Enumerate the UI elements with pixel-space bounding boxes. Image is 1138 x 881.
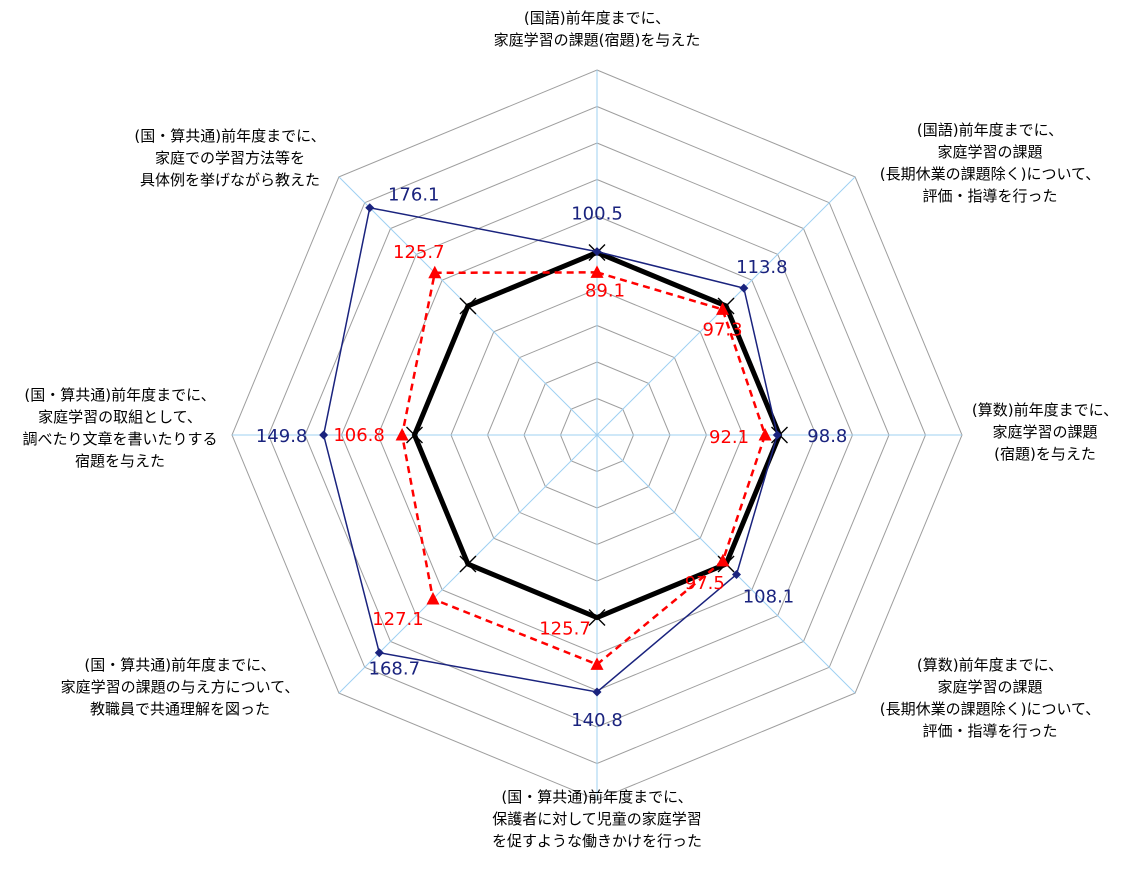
category-label-0: (国語)前年度までに、家庭学習の課題(宿題)を与えた [494, 9, 701, 49]
category-label-1-line-3: 評価・指導を行った [922, 187, 1057, 205]
value-label-s2-6: 106.8 [333, 425, 385, 446]
series-1-point-4 [592, 687, 602, 697]
series-2-point-2 [758, 428, 772, 441]
category-label-7: (国・算共通)前年度までに、家庭での学習方法等を具体例を挙げながら教えた [134, 127, 325, 189]
category-label-7-line-2: 具体例を挙げながら教えた [140, 171, 320, 189]
value-label-s1-3: 108.1 [743, 586, 795, 607]
series-1-point-2 [772, 430, 782, 440]
series-0-point-7 [459, 297, 477, 315]
category-label-5: (国・算共通)前年度までに、家庭学習の課題の与え方について、教職員で共通理解を図… [61, 656, 300, 718]
series-1 [319, 203, 782, 697]
value-label-s1-7: 176.1 [388, 185, 440, 206]
chart-value-labels: 100.5 113.8 98.8 108.1 140.8 168.7 149.8 176.1 8… [256, 185, 848, 731]
category-label-4: (国・算共通)前年度までに、保護者に対して児童の家庭学習を促すような働きかけを行… [492, 788, 702, 850]
category-label-5-line-0: (国・算共通)前年度までに、 [84, 656, 275, 674]
chart-series [319, 203, 788, 697]
series-2-point-3 [716, 553, 730, 567]
value-label-s2-3: 97.5 [685, 573, 725, 594]
value-label-s2-1: 97.3 [703, 319, 743, 340]
category-label-1-line-2: (長期休業の課題除く)について、 [880, 165, 1101, 183]
value-label-s1-5: 168.7 [369, 659, 421, 680]
value-label-s1-1: 113.8 [736, 257, 788, 278]
series-1-point-0 [592, 247, 602, 257]
series-2-line [400, 271, 767, 666]
series-1-point-6 [319, 430, 329, 440]
category-label-1-line-0: (国語)前年度までに、 [917, 121, 1063, 139]
series-0-point-4 [588, 609, 606, 626]
series-1-point-1 [739, 283, 749, 293]
category-label-1-line-1: 家庭学習の課題 [937, 143, 1042, 161]
category-label-5-line-1: 家庭学習の課題の与え方について、 [61, 678, 300, 696]
value-label-s2-7: 125.7 [393, 242, 445, 263]
category-label-2: (算数)前年度までに、家庭学習の課題 (宿題)を与えた [972, 401, 1118, 463]
category-label-6-line-2: 調べたり文章を書いたりする [22, 430, 217, 448]
category-label-4-line-1: 保護者に対して児童の家庭学習 [492, 810, 702, 828]
category-label-0-line-0: (国語)前年度までに、 [524, 9, 670, 27]
category-label-4-line-0: (国・算共通)前年度までに、 [501, 788, 692, 806]
category-label-2-line-1: 家庭学習の課題 [992, 423, 1097, 441]
category-label-4-line-2: を促すような働きかけを行った [492, 832, 702, 850]
series-2-point-1 [716, 302, 730, 315]
chart-category-labels: (国語)前年度までに、家庭学習の課題(宿題)を与えた(国語)前年度までに、家庭学… [22, 9, 1118, 850]
series-2 [395, 265, 772, 670]
series-2-point-6 [395, 428, 409, 441]
value-label-s1-0: 100.5 [571, 204, 623, 225]
value-label-s1-2: 98.8 [807, 426, 847, 447]
value-label-s2-2: 92.1 [709, 427, 749, 448]
category-label-6-line-0: (国・算共通)前年度までに、 [24, 386, 215, 404]
category-label-3-line-3: 評価・指導を行った [922, 722, 1057, 740]
category-label-3-line-0: (算数)前年度までに、 [917, 656, 1063, 674]
series-1-point-7 [365, 203, 375, 213]
series-2-point-4 [590, 657, 604, 670]
category-label-3-line-2: (長期休業の課題除く)について、 [880, 700, 1101, 718]
category-label-2-line-2: (宿題)を与えた [994, 445, 1096, 463]
series-1-point-5 [374, 648, 384, 658]
value-label-s1-4: 140.8 [571, 710, 623, 731]
category-label-6: (国・算共通)前年度までに、家庭学習の取組として、調べたり文章を書いたりする宿題… [22, 386, 217, 470]
category-label-0-line-1: 家庭学習の課題(宿題)を与えた [494, 31, 701, 49]
category-label-1: (国語)前年度までに、家庭学習の課題 (長期休業の課題除く)について、評価・指導を… [880, 121, 1101, 205]
value-label-s2-4: 125.7 [539, 618, 591, 639]
category-label-3-line-1: 家庭学習の課題 [937, 678, 1042, 696]
series-0-point-5 [459, 555, 477, 573]
category-label-7-line-1: 家庭での学習方法等を [155, 149, 305, 167]
value-label-s1-6: 149.8 [256, 426, 308, 447]
category-label-2-line-0: (算数)前年度までに、 [972, 401, 1118, 419]
value-label-s2-5: 127.1 [372, 609, 424, 630]
series-1-point-3 [731, 569, 741, 579]
category-label-7-line-0: (国・算共通)前年度までに、 [134, 127, 325, 145]
series-2-point-7 [428, 265, 442, 279]
value-label-s2-0: 89.1 [585, 280, 625, 301]
category-label-5-line-2: 教職員で共通理解を図った [90, 700, 270, 718]
category-label-3: (算数)前年度までに、家庭学習の課題 (長期休業の課題除く)について、評価・指導を… [880, 656, 1101, 740]
series-0-point-6 [406, 426, 423, 444]
series-2-point-0 [590, 265, 604, 278]
category-label-6-line-1: 家庭学習の取組として、 [38, 408, 202, 426]
series-2-point-5 [426, 592, 440, 605]
category-label-6-line-3: 宿題を与えた [75, 452, 165, 470]
